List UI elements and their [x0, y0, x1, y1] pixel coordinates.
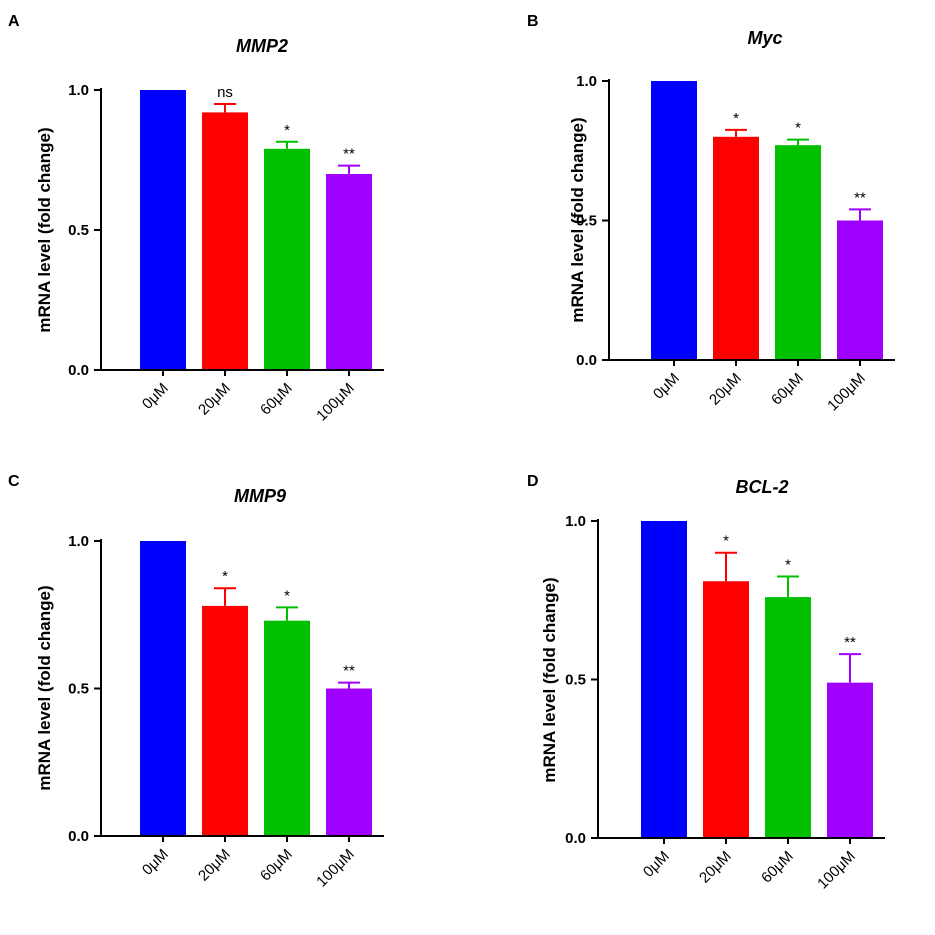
- significance-label: *: [785, 556, 791, 573]
- y-axis-label: mRNA level (fold change): [35, 127, 54, 332]
- x-tick-label: 20μM: [706, 370, 745, 409]
- significance-label: *: [284, 122, 290, 139]
- y-axis-label: mRNA level (fold change): [35, 585, 54, 790]
- x-tick-label: 100μM: [824, 370, 869, 415]
- bar-60-m: [765, 597, 811, 838]
- x-tick-label: 20μM: [696, 848, 735, 887]
- bar-100-m: [827, 682, 873, 838]
- panel-c: C MMP9 mRNA level (fold change) 0μM * 20μM * 60…: [8, 473, 384, 890]
- significance-label: *: [222, 568, 228, 585]
- bar-100-m: [326, 174, 372, 370]
- y-tick-label: 0.0: [68, 828, 89, 845]
- bar-60-m: [264, 148, 310, 370]
- y-tick-label: 0.0: [565, 830, 586, 847]
- y-tick-label: 0.5: [68, 222, 89, 239]
- significance-label: **: [343, 146, 355, 163]
- y-tick-label: 1.0: [68, 82, 89, 99]
- chart-title: BCL-2: [736, 477, 789, 497]
- y-tick-label: 0.5: [565, 672, 586, 689]
- y-tick-label: 0.0: [576, 352, 597, 369]
- significance-label: *: [795, 120, 801, 137]
- significance-label: *: [723, 533, 729, 550]
- panel-letter: D: [527, 473, 539, 490]
- x-tick-label: 100μM: [313, 846, 358, 891]
- x-tick-label: 0μM: [139, 846, 172, 879]
- significance-label: **: [844, 634, 856, 651]
- y-tick-label: 0.5: [576, 213, 597, 230]
- bar-60-m: [775, 145, 821, 360]
- x-tick-label: 0μM: [650, 370, 683, 403]
- y-tick-label: 1.0: [68, 533, 89, 550]
- chart-title: MMP9: [234, 486, 286, 506]
- x-tick-label: 100μM: [814, 848, 859, 893]
- x-tick-label: 60μM: [768, 370, 807, 409]
- x-tick-label: 60μM: [758, 848, 797, 887]
- bar-20-m: [202, 605, 248, 836]
- bar-0-m: [140, 90, 186, 370]
- chart-title: Myc: [747, 28, 782, 48]
- significance-label: **: [343, 663, 355, 680]
- bar-100-m: [326, 688, 372, 836]
- bar-0-m: [641, 521, 687, 838]
- bar-0-m: [651, 81, 697, 360]
- panel-letter: C: [8, 473, 20, 490]
- y-axis-label: mRNA level (fold change): [568, 117, 587, 322]
- panel-d: D BCL-2 mRNA level (fold change) 0μM * 20μM * 6…: [527, 473, 885, 892]
- y-tick-label: 1.0: [565, 513, 586, 530]
- y-axis-label: mRNA level (fold change): [540, 577, 559, 782]
- bar-100-m: [837, 220, 883, 360]
- x-tick-label: 60μM: [257, 846, 296, 885]
- y-tick-label: 0.5: [68, 681, 89, 698]
- significance-label: *: [284, 587, 290, 604]
- chart-title: MMP2: [236, 36, 288, 56]
- bar-60-m: [264, 620, 310, 836]
- significance-label: ns: [217, 84, 233, 101]
- x-tick-label: 100μM: [313, 380, 358, 425]
- x-tick-label: 0μM: [640, 848, 673, 881]
- x-tick-label: 20μM: [195, 846, 234, 885]
- significance-label: *: [733, 110, 739, 127]
- panel-a: A MMP2 mRNA level (fold change) 0μM ns 20μM * 6…: [8, 13, 384, 424]
- panel-b: B Myc mRNA level (fold change) 0μM * 20μM * 60μ…: [527, 13, 895, 414]
- significance-label: **: [854, 189, 866, 206]
- y-tick-label: 1.0: [576, 73, 597, 90]
- bar-0-m: [140, 541, 186, 836]
- bar-20-m: [703, 581, 749, 838]
- bar-20-m: [713, 136, 759, 360]
- x-tick-label: 60μM: [257, 380, 296, 419]
- panel-letter: A: [8, 13, 20, 30]
- x-tick-label: 0μM: [139, 380, 172, 413]
- x-tick-label: 20μM: [195, 380, 234, 419]
- panel-letter: B: [527, 13, 539, 30]
- bar-20-m: [202, 112, 248, 371]
- y-tick-label: 0.0: [68, 362, 89, 379]
